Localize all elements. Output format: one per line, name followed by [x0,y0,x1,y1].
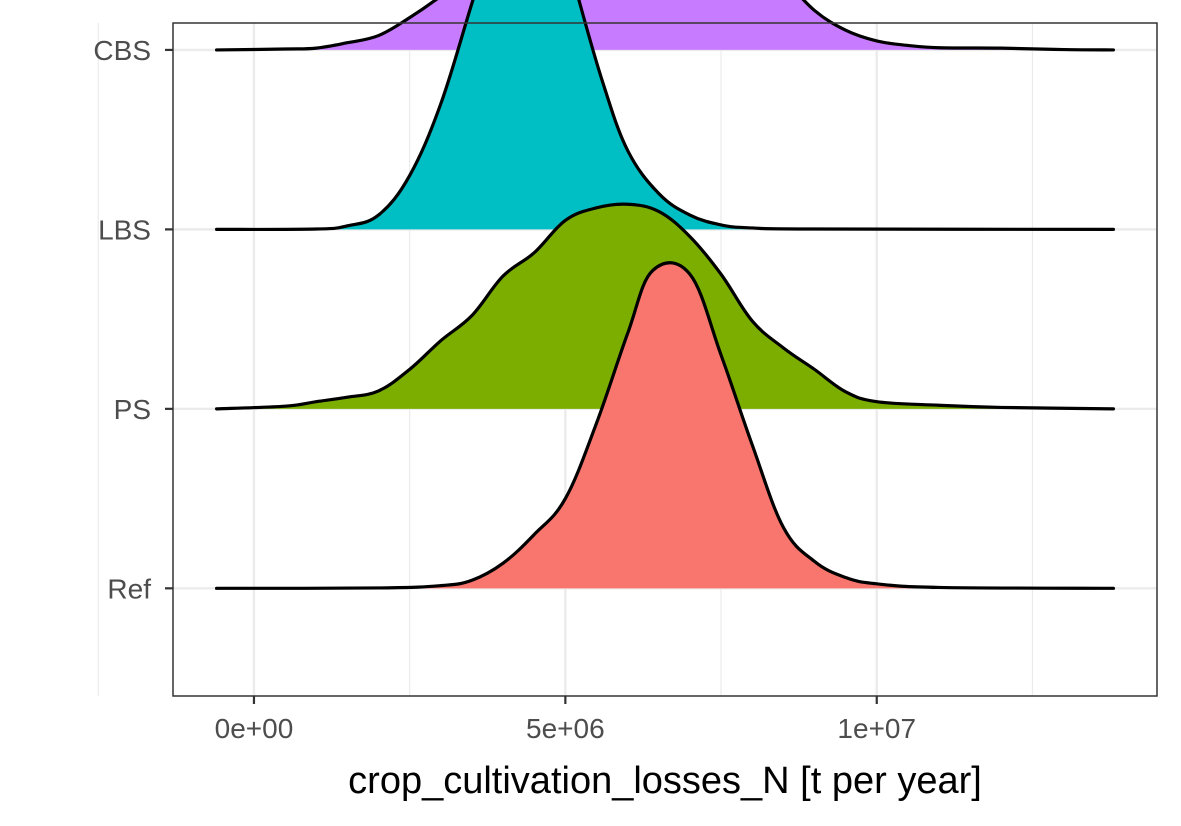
y-tick-label: PS [114,394,151,425]
ridge-line-ref [214,261,1116,590]
ridge-line-ps [214,202,1116,411]
x-tick-label: 1e+07 [837,713,916,744]
ridge-fill-lbs [216,0,1114,230]
x-axis-title: crop_cultivation_losses_N [t per year] [348,760,982,802]
axis-layer: 0e+00 5e+06 1e+07 Ref PS LBS CBS [93,35,916,744]
plot-panel-border [172,22,1158,697]
ridge-line-lbs [214,0,1116,232]
ridge-fill-ref [216,262,1114,589]
y-tick-label: LBS [98,214,151,245]
y-tick-label: CBS [93,35,151,66]
y-tick-label: Ref [107,573,151,604]
x-tick-label: 5e+06 [526,713,605,744]
x-tick-label: 0e+00 [215,713,294,744]
ridge-line-cbs [214,0,1116,52]
ridge-layer [214,0,1116,590]
ridge-fill-cbs [216,0,1114,50]
